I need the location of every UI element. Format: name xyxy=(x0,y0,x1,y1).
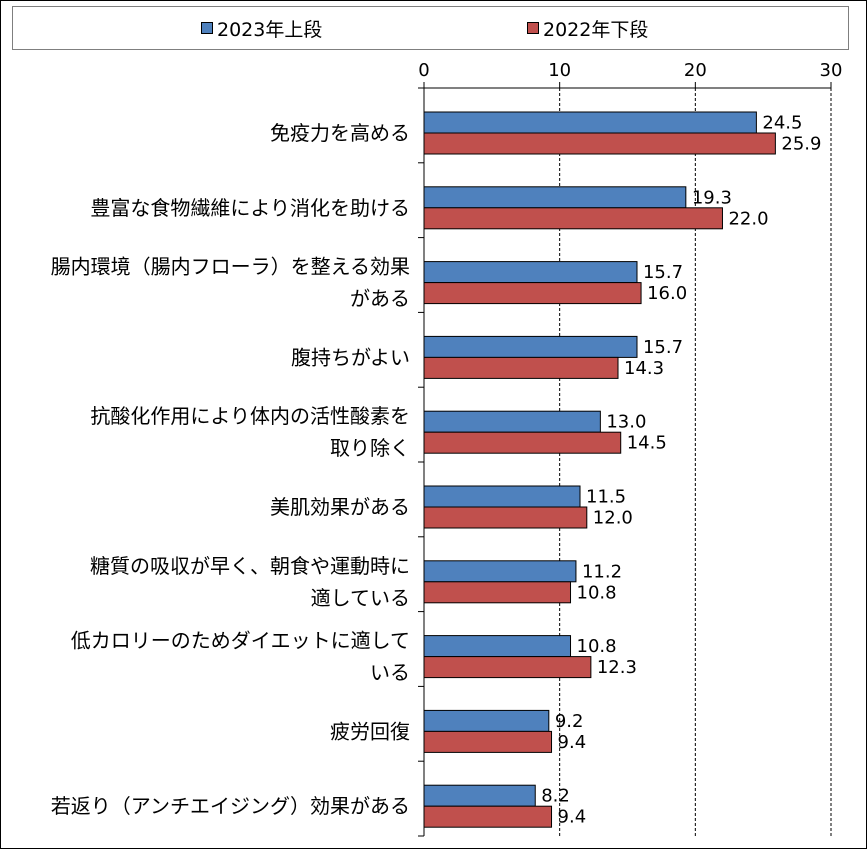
data-label: 22.0 xyxy=(728,208,768,229)
data-label: 8.2 xyxy=(541,786,570,807)
data-label: 15.7 xyxy=(643,262,683,283)
category-label: 腸内環境（腸内フローラ）を整える効果 xyxy=(51,255,410,279)
category-label: 糖質の吸収が早く、朝食や運動時に xyxy=(90,554,410,578)
data-label: 12.3 xyxy=(597,657,637,678)
data-label: 14.3 xyxy=(624,358,664,379)
bar-2023 xyxy=(423,410,601,433)
data-label: 15.7 xyxy=(643,337,683,358)
data-label: 9.2 xyxy=(555,711,584,732)
bar-2022 xyxy=(423,730,553,753)
category-label: がある xyxy=(350,287,410,311)
bar-2023 xyxy=(423,111,757,134)
category-label: 適している xyxy=(311,586,410,610)
category-label: 免疫力を高める xyxy=(270,121,410,145)
x-tick-label: 0 xyxy=(418,60,429,81)
x-tick-label: 10 xyxy=(548,60,571,81)
bar-2022 xyxy=(423,506,588,529)
bar-2023 xyxy=(423,261,638,284)
bar-2023 xyxy=(423,635,572,658)
bar-2022 xyxy=(423,581,572,604)
bar-2023 xyxy=(423,335,638,358)
bar-2022 xyxy=(423,282,642,305)
bar-2022 xyxy=(423,656,592,679)
bar-2023 xyxy=(423,186,687,209)
data-label: 14.5 xyxy=(627,433,667,454)
bar-2022 xyxy=(423,805,553,828)
data-label: 12.0 xyxy=(593,508,633,529)
bar-2023 xyxy=(423,709,550,732)
legend-label-2022: 2022年下段 xyxy=(543,18,649,41)
legend-label-2023: 2023年上段 xyxy=(217,18,323,41)
bar-2023 xyxy=(423,485,581,508)
bar-2022 xyxy=(423,132,776,155)
data-label: 9.4 xyxy=(558,807,587,828)
data-label: 11.5 xyxy=(586,487,626,508)
category-label: 疲労回復 xyxy=(330,719,410,743)
data-label: 10.8 xyxy=(577,582,617,603)
bar-2022 xyxy=(423,207,723,230)
bar-2022 xyxy=(423,431,622,454)
bar-2023 xyxy=(423,784,536,807)
category-label: 腹持ちがよい xyxy=(291,345,410,369)
x-tick-label: 30 xyxy=(820,60,843,81)
category-label: いる xyxy=(370,661,410,685)
bar-2023 xyxy=(423,560,577,583)
data-label: 9.4 xyxy=(558,732,587,753)
legend-item-2023: 2023年上段 xyxy=(201,16,323,41)
data-label: 10.8 xyxy=(577,636,617,657)
category-label: 低カロリーのためダイエットに適して xyxy=(71,629,410,653)
x-tick-label: 20 xyxy=(684,60,707,81)
category-label: 若返り（アンチエイジング）効果がある xyxy=(51,794,410,818)
legend-swatch-2023 xyxy=(201,22,213,34)
data-label: 11.2 xyxy=(582,561,622,582)
data-label: 25.9 xyxy=(781,134,821,155)
data-label: 16.0 xyxy=(647,283,687,304)
data-label: 19.3 xyxy=(692,187,732,208)
bar-2022 xyxy=(423,356,619,379)
legend-swatch-2022 xyxy=(527,22,539,34)
legend: 2023年上段 2022年下段 xyxy=(12,6,849,50)
category-label: 美肌効果がある xyxy=(270,495,410,519)
data-label: 24.5 xyxy=(762,113,802,134)
category-label: 取り除く xyxy=(330,436,410,460)
category-label: 豊富な食物繊維により消化を助ける xyxy=(90,196,410,220)
legend-item-2022: 2022年下段 xyxy=(527,16,649,41)
category-label: 抗酸化作用により体内の活性酸素を xyxy=(90,404,410,428)
data-label: 13.0 xyxy=(606,412,646,433)
